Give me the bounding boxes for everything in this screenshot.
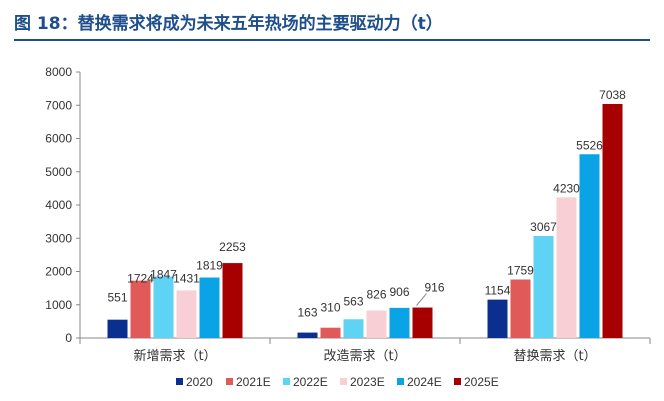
y-tick-label: 1000 (45, 298, 72, 312)
bar-2020-1 (297, 332, 318, 338)
bar-2023E-1 (366, 310, 387, 338)
legend-swatch (397, 378, 404, 385)
label-leader-line (416, 293, 427, 306)
data-label-2020-2: 1154 (485, 284, 511, 298)
legend-swatch (283, 378, 290, 385)
data-label-2022E-0: 1847 (150, 268, 177, 282)
bar-2021E-1 (320, 327, 341, 338)
y-tick-label: 8000 (45, 65, 72, 79)
legend-label: 2024E (407, 375, 442, 389)
y-tick-label: 5000 (45, 165, 72, 179)
bar-2023E-0 (176, 290, 197, 338)
y-tick-label: 0 (65, 331, 72, 345)
legend-swatch (340, 378, 347, 385)
data-label-2020-1: 163 (297, 306, 317, 320)
data-label-2021E-1: 310 (320, 301, 340, 315)
y-tick-label: 3000 (45, 231, 72, 245)
legend-label: 2022E (293, 375, 328, 389)
bar-2024E-0 (199, 277, 220, 338)
y-tick-label: 7000 (45, 98, 72, 112)
data-label-2020-0: 551 (107, 291, 127, 305)
bar-2025E-1 (412, 307, 433, 338)
bar-2024E-2 (579, 154, 600, 338)
data-label-2025E-2: 7038 (599, 88, 626, 102)
y-tick-label: 2000 (45, 265, 72, 279)
bar-2021E-0 (130, 280, 151, 338)
data-label-2023E-2: 4230 (553, 181, 580, 195)
bars (107, 103, 623, 338)
legend-label: 2021E (236, 375, 271, 389)
legend: 2020 2021E 2022E 2023E 2024E 2025E (176, 375, 499, 389)
bar-2025E-0 (222, 263, 243, 338)
x-category-label: 新增需求（t） (133, 348, 216, 364)
legend-swatch (176, 378, 183, 385)
y-tick-label: 6000 (45, 132, 72, 146)
bar-2020-2 (487, 299, 508, 338)
data-label-2022E-1: 563 (343, 294, 363, 308)
legend-swatch (226, 378, 233, 385)
legend-label: 2025E (464, 375, 499, 389)
legend-label: 2023E (350, 375, 385, 389)
data-label-2023E-1: 826 (366, 288, 386, 302)
bar-2022E-2 (533, 236, 554, 338)
data-label-2021E-0: 1724 (127, 272, 154, 286)
x-category-label: 改造需求（t） (323, 349, 406, 364)
bar-2025E-2 (602, 103, 623, 338)
bar-2020-0 (107, 319, 128, 338)
title-row: 图 18：替换需求将成为未来五年热场的主要驱动力（t） (14, 5, 650, 41)
legend-swatch (454, 378, 461, 385)
data-label-2025E-0: 2253 (219, 240, 246, 254)
title-divider (14, 39, 650, 41)
data-label-2024E-0: 1819 (196, 259, 223, 273)
x-axis: 新增需求（t） 改造需求（t） 替换需求（t） (79, 337, 651, 364)
y-tick-label: 4000 (45, 198, 72, 212)
bar-2022E-0 (153, 276, 174, 338)
chart-title: 图 18：替换需求将成为未来五年热场的主要驱动力（t） (14, 14, 443, 34)
data-label-2024E-2: 5526 (576, 138, 603, 152)
y-axis: 0 1000 2000 3000 4000 5000 6000 7000 8000 (45, 65, 81, 345)
legend-label: 2020 (186, 375, 213, 389)
x-category-label: 替换需求（t） (513, 349, 596, 364)
data-label-2022E-2: 3067 (530, 220, 557, 234)
data-label-2024E-1: 906 (389, 285, 409, 299)
bar-2021E-2 (510, 279, 531, 338)
data-label-2025E-1: 916 (424, 281, 444, 295)
data-label-2021E-2: 1759 (507, 264, 534, 278)
bar-2022E-1 (343, 319, 364, 338)
bar-2023E-2 (556, 197, 577, 338)
data-label-2023E-0: 1431 (173, 271, 200, 285)
bar-2024E-1 (389, 307, 410, 338)
